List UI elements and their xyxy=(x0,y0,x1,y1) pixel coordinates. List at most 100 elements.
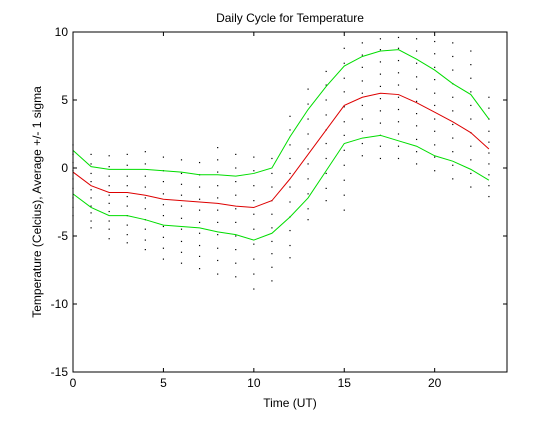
scatter-point xyxy=(271,227,273,229)
scatter-point xyxy=(144,175,146,177)
scatter-point xyxy=(217,197,219,199)
scatter-point xyxy=(434,79,436,81)
scatter-point xyxy=(198,186,201,188)
scatter-point xyxy=(488,96,490,98)
scatter-point xyxy=(470,159,472,161)
scatter-point xyxy=(162,215,165,217)
scatter-point xyxy=(434,130,436,132)
scatter-point xyxy=(343,179,345,181)
scatter-point xyxy=(180,240,183,243)
scatter-point xyxy=(470,118,472,120)
scatter-point xyxy=(470,104,472,107)
scatter-point xyxy=(235,262,237,264)
scatter-point xyxy=(90,227,92,229)
scatter-point xyxy=(397,36,400,39)
scatter-point xyxy=(452,178,454,180)
scatter-point xyxy=(198,232,201,234)
scatter-point xyxy=(289,129,291,131)
scatter-point xyxy=(126,224,128,226)
scatter-point xyxy=(198,268,201,270)
scatter-point xyxy=(289,115,291,117)
scatter-point xyxy=(361,130,363,132)
scatter-point xyxy=(126,242,128,244)
scatter-point xyxy=(217,234,219,236)
series-lines xyxy=(72,49,490,241)
scatter-point xyxy=(343,121,345,123)
scatter-point xyxy=(343,62,345,64)
scatter-point xyxy=(90,163,92,165)
scatter-point xyxy=(379,98,382,100)
scatter-point xyxy=(235,153,237,155)
scatter-point xyxy=(470,172,472,175)
scatter-point xyxy=(144,163,146,165)
scatter-point xyxy=(307,118,309,120)
scatter-point xyxy=(289,144,291,146)
y-tick-label: 0 xyxy=(61,161,68,175)
scatter-point xyxy=(343,134,345,136)
scatter-point xyxy=(434,53,436,55)
scatter-point xyxy=(397,121,400,123)
scatter-point xyxy=(108,220,110,222)
scatter-point xyxy=(307,103,309,105)
scatter-point xyxy=(289,244,291,247)
scatter-point xyxy=(198,198,201,200)
scatter-point xyxy=(379,38,382,40)
scatter-point xyxy=(126,205,128,207)
scatter-point xyxy=(325,84,327,86)
scatter-point xyxy=(162,236,165,238)
scatter-point xyxy=(397,96,400,98)
scatter-point xyxy=(198,255,201,257)
scatter-point xyxy=(108,238,110,240)
scatter-point xyxy=(452,42,454,44)
scatter-point xyxy=(343,164,345,166)
scatter-point xyxy=(90,181,92,183)
scatter-point xyxy=(271,213,273,215)
scatter-point xyxy=(108,166,110,168)
scatter-point xyxy=(217,185,219,187)
scatter-point xyxy=(361,142,363,145)
scatter-point xyxy=(325,157,327,160)
scatter-point xyxy=(180,228,183,230)
scatter-point xyxy=(289,186,291,188)
scatter-point xyxy=(289,157,291,160)
scatter-point xyxy=(434,92,436,94)
scatter-point xyxy=(307,219,309,221)
scatter-point xyxy=(397,133,400,135)
scatter-point xyxy=(271,240,273,243)
scatter-point xyxy=(90,197,92,199)
scatter-point xyxy=(90,189,92,191)
scatter-point xyxy=(343,149,345,151)
scatter-point xyxy=(108,194,110,196)
scatter-point xyxy=(144,208,146,210)
chart-title: Daily Cycle for Temperature xyxy=(216,11,364,25)
scatter-point xyxy=(397,72,400,74)
scatter-point xyxy=(217,273,219,275)
scatter-point xyxy=(90,205,92,207)
scatter-point xyxy=(144,228,146,230)
scatter-point xyxy=(144,186,146,188)
scatter-point xyxy=(343,77,345,79)
scatter-point xyxy=(253,258,255,260)
scatter-point xyxy=(415,163,418,165)
scatter-point xyxy=(325,172,327,175)
y-tick-label: 5 xyxy=(61,93,68,107)
scatter-point xyxy=(217,209,219,211)
scatter-point xyxy=(379,122,382,124)
scatter-point xyxy=(126,234,128,236)
scatter-point xyxy=(289,201,291,203)
scatter-point xyxy=(434,170,436,172)
scatter-point xyxy=(253,185,255,187)
scatter-point xyxy=(470,50,472,52)
scatter-point xyxy=(90,153,92,155)
scatter-point xyxy=(289,172,291,175)
scatter-point xyxy=(198,161,201,164)
scatter-point xyxy=(90,212,92,214)
scatter-point xyxy=(217,259,219,262)
plot-frame xyxy=(72,31,508,373)
scatter-point xyxy=(180,251,183,253)
scatter-point xyxy=(361,54,363,56)
scatter-point xyxy=(488,163,490,165)
scatter-point xyxy=(488,152,490,154)
scatter-point xyxy=(307,193,309,195)
